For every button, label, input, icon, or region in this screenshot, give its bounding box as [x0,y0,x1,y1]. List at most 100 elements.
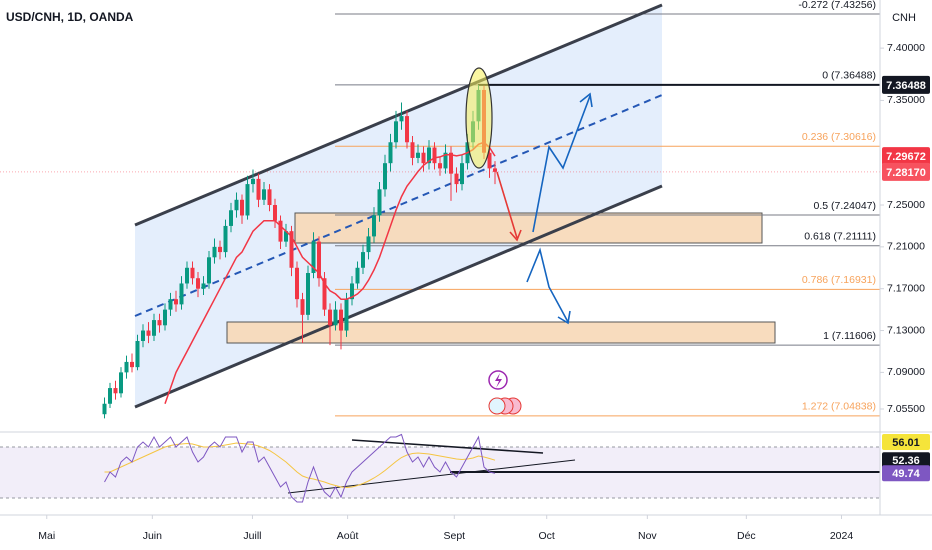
flag-icon[interactable] [488,397,506,415]
candle-body [487,152,492,169]
candle-body [223,225,228,253]
candle-body [289,231,294,268]
fib-label: 1.272 (7.04838) [802,401,876,413]
candle-body [361,252,365,268]
chart-title: USD/CNH, 1D, OANDA [6,10,134,24]
candle-body [399,116,404,122]
candle-body [234,199,239,211]
candle-body [102,403,107,415]
rsi-value-box [882,465,930,482]
candle-body [454,173,459,185]
rsi-value-box [882,433,930,450]
fib-label: 0.618 (7.21111) [804,230,876,242]
candle-body [113,388,118,394]
candle-body [339,309,343,331]
zone-upper [294,212,763,244]
candle-body [256,178,261,200]
candle-body [119,372,123,394]
candle-body [372,215,376,237]
candle-body [388,142,393,164]
candle-body [135,340,140,368]
rsi-value-box [882,452,930,469]
x-tick-label: Août [337,530,359,542]
y-tick-label: 7.17000 [887,282,925,294]
candle-body [460,163,464,185]
blue-arrow-up [532,95,591,233]
rsi-value-label: 52.36 [892,455,920,467]
price-label-box [882,75,930,94]
fib-label: 0.5 (7.24047) [814,200,876,212]
price-label: 7.28170 [886,167,926,179]
candle-body [185,267,189,284]
candle-body [218,246,222,253]
candle-body [438,163,442,169]
lightning-icon [495,373,502,388]
price-label-box [882,162,930,181]
candle-body [328,309,332,326]
x-tick-label: Déc [737,530,756,542]
fib-label: 0.236 (7.30616) [802,131,876,143]
blue-arrow-down [526,247,569,323]
candle-body [311,241,316,274]
candle-body [284,231,288,242]
fib-levels: -0.272 (7.43256) 0 (7.36488) 0.236 (7.3061… [0,0,880,417]
candle-body [394,121,398,143]
candle-body [251,178,255,185]
candle-body [295,267,299,300]
red-arrow [496,171,518,239]
candle-body [146,330,151,336]
rsi-trendline [351,439,544,454]
x-tick-label: Juin [143,530,162,542]
x-tick-label: Sept [443,530,465,542]
candle-body [201,283,206,289]
candle-body [179,283,184,305]
candle-body [300,299,305,315]
rsi-pane [104,433,496,503]
candle-body [130,361,134,368]
y-tick-label: 7.09000 [887,366,925,378]
candle-body [196,278,200,289]
candle-body [344,299,349,331]
candle-body [267,189,272,206]
candle-body [157,320,162,326]
candle-body [229,210,233,226]
candle-body [355,267,360,284]
candle-body [333,309,338,326]
x-tick-label: Oct [539,530,555,542]
rsi-value-label: 49.74 [892,468,920,480]
x-tick-label: Nov [638,530,657,542]
candle-body [405,116,409,143]
candle-body [141,330,145,341]
candle-body [190,267,195,279]
candle-body [278,220,283,242]
x-tick-label: 2024 [830,530,854,542]
channel-bottom [134,184,663,409]
y-tick-label: 7.13000 [887,324,925,336]
candle-body [245,184,250,216]
candle-body [493,168,497,172]
rsi-value-label: 56.01 [892,437,920,449]
y-tick-label: 7.40000 [887,42,925,54]
y-tick-label: 7.35000 [887,94,925,106]
price-label: 7.36488 [886,80,926,92]
candle-body [262,189,266,200]
candle-body [174,299,178,305]
price-label: 7.29672 [886,151,926,163]
candle-body [317,241,321,279]
candle-body [366,236,371,253]
candle-body [421,152,426,164]
candle-body [377,189,382,216]
candle-body [108,388,112,404]
candle-body [410,142,415,158]
candle-body [443,152,448,169]
candle-body [168,299,173,310]
candle-body [152,320,156,336]
rsi-line [104,442,496,489]
x-tick-label: Juill [243,530,261,542]
candle-body [432,147,437,164]
y-tick-label: 7.21000 [887,241,925,253]
y-tick-label: 7.05500 [887,403,925,415]
candle-body [273,205,277,221]
candle-body [449,152,453,174]
